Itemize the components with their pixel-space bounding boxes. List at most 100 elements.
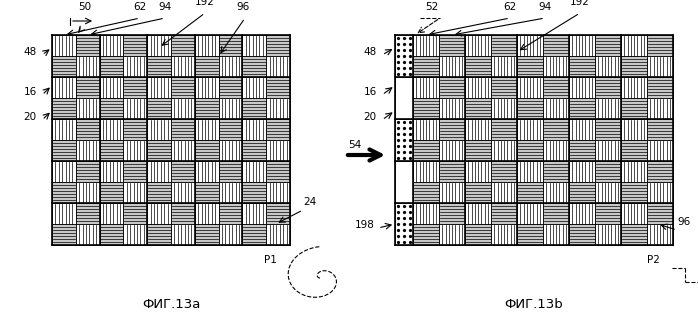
- Bar: [100, 140, 124, 161]
- Bar: [413, 161, 439, 182]
- Bar: [465, 140, 491, 161]
- Text: 192: 192: [195, 0, 215, 7]
- Bar: [647, 203, 673, 224]
- Bar: [439, 182, 465, 203]
- Bar: [124, 203, 147, 224]
- Bar: [465, 56, 491, 77]
- Bar: [124, 224, 147, 245]
- Bar: [218, 98, 242, 119]
- Text: 198: 198: [355, 220, 375, 230]
- Bar: [517, 77, 543, 98]
- Text: 20: 20: [364, 112, 376, 122]
- Bar: [647, 182, 673, 203]
- Bar: [491, 35, 517, 56]
- Bar: [171, 119, 195, 140]
- Bar: [647, 56, 673, 77]
- Bar: [76, 224, 100, 245]
- Bar: [413, 140, 439, 161]
- Text: P2: P2: [646, 255, 660, 265]
- Bar: [517, 56, 543, 77]
- Bar: [465, 161, 491, 182]
- Bar: [124, 56, 147, 77]
- Bar: [413, 56, 439, 77]
- Bar: [195, 182, 218, 203]
- Bar: [147, 119, 171, 140]
- Bar: [491, 77, 517, 98]
- Bar: [569, 203, 595, 224]
- Bar: [171, 140, 195, 161]
- Bar: [242, 56, 266, 77]
- Bar: [242, 77, 266, 98]
- Bar: [124, 140, 147, 161]
- Bar: [465, 77, 491, 98]
- Bar: [439, 161, 465, 182]
- Bar: [218, 56, 242, 77]
- Bar: [218, 203, 242, 224]
- Bar: [543, 35, 569, 56]
- Bar: [413, 119, 439, 140]
- Bar: [543, 203, 569, 224]
- Bar: [195, 203, 218, 224]
- Bar: [171, 35, 195, 56]
- Bar: [195, 140, 218, 161]
- Bar: [543, 98, 569, 119]
- Bar: [147, 161, 171, 182]
- Bar: [413, 224, 439, 245]
- Bar: [124, 182, 147, 203]
- Text: 96: 96: [237, 2, 250, 12]
- Bar: [52, 56, 76, 77]
- Bar: [266, 77, 290, 98]
- Bar: [100, 77, 124, 98]
- Bar: [465, 119, 491, 140]
- Bar: [491, 98, 517, 119]
- Bar: [439, 98, 465, 119]
- Text: 20: 20: [24, 112, 36, 122]
- Bar: [147, 203, 171, 224]
- Bar: [491, 224, 517, 245]
- Bar: [266, 161, 290, 182]
- Bar: [439, 119, 465, 140]
- Bar: [195, 119, 218, 140]
- Bar: [52, 182, 76, 203]
- Bar: [100, 182, 124, 203]
- Bar: [124, 119, 147, 140]
- Bar: [647, 140, 673, 161]
- Text: 48: 48: [23, 47, 36, 57]
- Bar: [52, 161, 76, 182]
- Bar: [543, 224, 569, 245]
- Bar: [569, 182, 595, 203]
- Text: 94: 94: [538, 2, 551, 12]
- Bar: [52, 77, 76, 98]
- Text: 16: 16: [364, 87, 377, 97]
- Bar: [218, 224, 242, 245]
- Text: 16: 16: [23, 87, 36, 97]
- Bar: [76, 98, 100, 119]
- Bar: [266, 35, 290, 56]
- Bar: [491, 56, 517, 77]
- Bar: [569, 35, 595, 56]
- Bar: [595, 35, 621, 56]
- Bar: [76, 77, 100, 98]
- Bar: [621, 35, 647, 56]
- Bar: [195, 77, 218, 98]
- Bar: [266, 182, 290, 203]
- Bar: [465, 182, 491, 203]
- Bar: [395, 77, 413, 119]
- Bar: [595, 224, 621, 245]
- Bar: [242, 161, 266, 182]
- Bar: [147, 77, 171, 98]
- Bar: [171, 203, 195, 224]
- Bar: [76, 119, 100, 140]
- Bar: [621, 161, 647, 182]
- Bar: [491, 119, 517, 140]
- Bar: [439, 224, 465, 245]
- Bar: [52, 35, 76, 56]
- Bar: [195, 35, 218, 56]
- Bar: [124, 35, 147, 56]
- Bar: [242, 140, 266, 161]
- Bar: [647, 35, 673, 56]
- Bar: [491, 140, 517, 161]
- Bar: [439, 77, 465, 98]
- Bar: [100, 119, 124, 140]
- Bar: [413, 77, 439, 98]
